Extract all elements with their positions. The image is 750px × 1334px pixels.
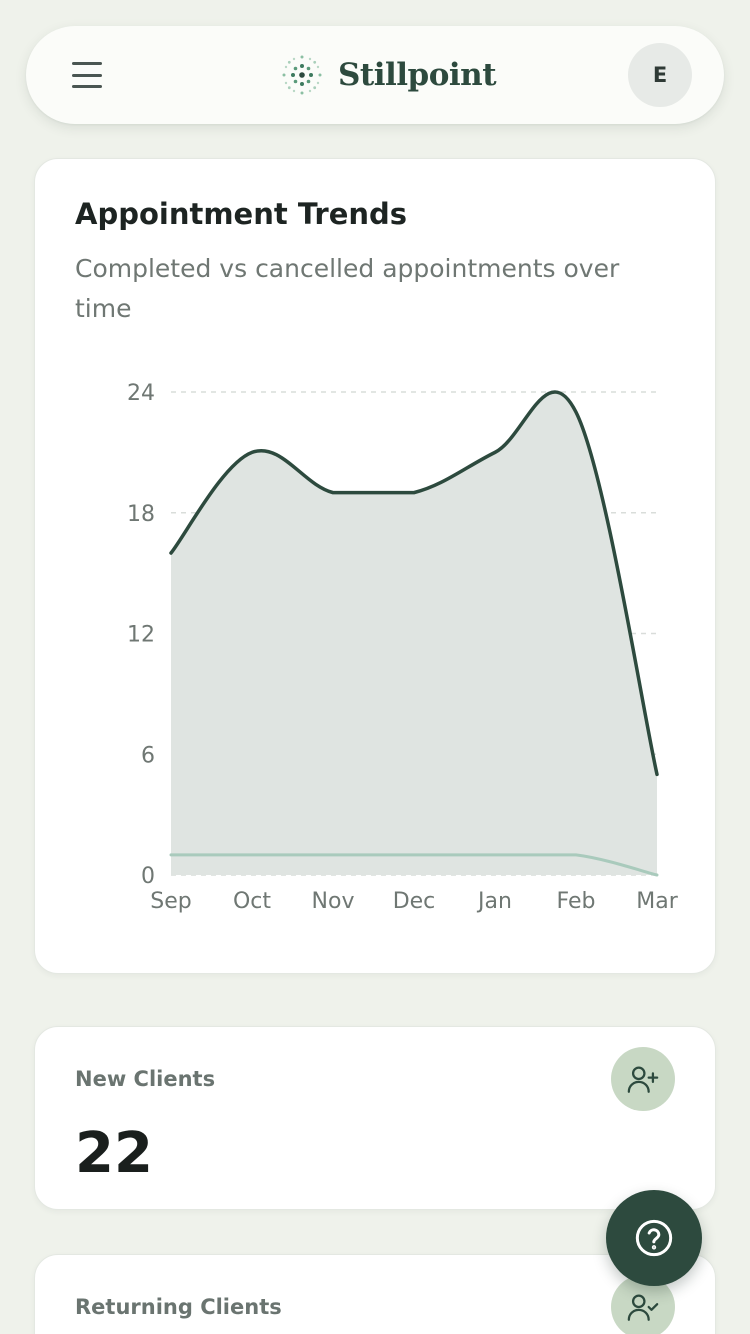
- menu-icon-line: [72, 85, 102, 88]
- x-tick-label: Feb: [557, 889, 596, 914]
- top-bar: Stillpoint E: [26, 26, 724, 124]
- y-tick-label: 18: [127, 502, 155, 527]
- appointment-trends-chart: 0 6 12 18 24 Sep Oct Nov Dec Jan Feb Mar: [127, 381, 679, 914]
- help-button[interactable]: [606, 1190, 702, 1286]
- stillpoint-logo-icon: [282, 55, 322, 95]
- menu-icon-line: [72, 73, 102, 77]
- returning-clients-card[interactable]: Returning Clients: [34, 1254, 716, 1334]
- brand-name: Stillpoint: [338, 57, 497, 93]
- stat-label: New Clients: [75, 1067, 216, 1091]
- series-area-0: [171, 391, 657, 875]
- user-avatar[interactable]: E: [628, 43, 692, 107]
- menu-button[interactable]: [68, 58, 108, 92]
- series-line-0: [169, 390, 659, 777]
- brand[interactable]: Stillpoint: [280, 48, 497, 102]
- x-tick-label: Sep: [150, 889, 191, 914]
- x-tick-label: Jan: [476, 889, 512, 914]
- menu-icon-line: [72, 62, 102, 65]
- x-tick-label: Nov: [312, 889, 355, 914]
- user-plus-icon: [627, 1066, 659, 1093]
- stat-label: Returning Clients: [75, 1295, 282, 1319]
- user-check-icon: [627, 1294, 659, 1321]
- y-tick-label: 0: [141, 864, 155, 889]
- appointment-trends-card: Appointment Trends Completed vs cancelle…: [34, 158, 716, 974]
- y-tick-label: 12: [127, 623, 155, 648]
- x-tick-label: Dec: [393, 889, 436, 914]
- x-tick-label: Oct: [233, 889, 271, 914]
- x-tick-label: Mar: [636, 889, 678, 914]
- chart-title: Appointment Trends: [75, 197, 408, 231]
- help-icon: [635, 1219, 673, 1257]
- stat-value: 22: [75, 1121, 153, 1186]
- y-tick-label: 24: [127, 381, 155, 406]
- y-tick-label: 6: [141, 743, 155, 768]
- series-line-1: [169, 853, 659, 877]
- stat-icon-badge: [611, 1047, 675, 1111]
- chart-subtitle: Completed vs cancelled appointments over…: [75, 254, 620, 323]
- new-clients-card[interactable]: New Clients 22: [34, 1026, 716, 1210]
